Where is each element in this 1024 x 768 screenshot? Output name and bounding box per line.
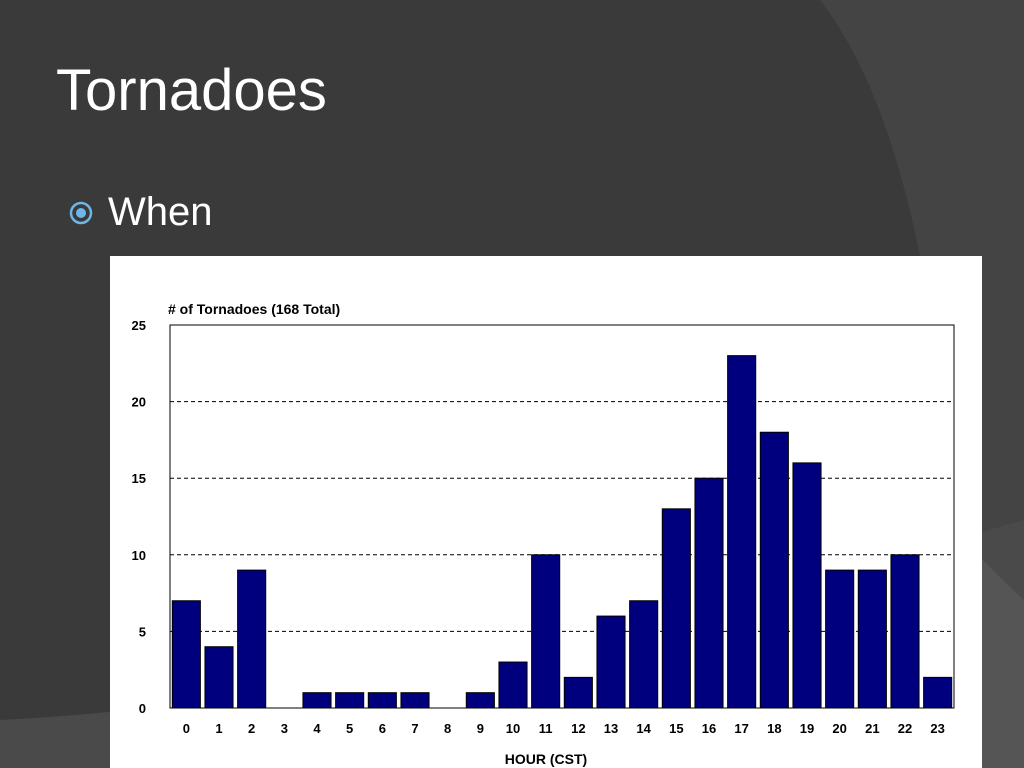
bar [596,615,626,709]
x-tick-label: 18 [767,721,781,736]
x-tick-label: 12 [571,721,585,736]
bar [335,692,365,709]
y-tick-label: 5 [139,624,146,639]
x-tick-label: 19 [800,721,814,736]
x-tick-label: 0 [183,721,190,736]
chart-panel: # of Tornadoes (168 Total) HOUR (CST) 0 5… [110,256,982,768]
bar [563,676,593,709]
bar [727,355,757,709]
x-tick-label: 10 [506,721,520,736]
bar [629,600,659,709]
plot-frame [169,324,955,709]
x-tick-label: 2 [248,721,255,736]
y-axis-label: # of Tornadoes (168 Total) [168,301,340,317]
bar [237,569,267,709]
x-tick-label: 6 [379,721,386,736]
x-tick-label: 14 [636,721,651,736]
bar [531,554,561,709]
x-tick-label: 23 [930,721,944,736]
y-tick-label: 25 [132,318,146,333]
y-tick-label: 20 [132,395,146,410]
slide-title: Tornadoes [56,58,327,123]
bar [759,431,789,709]
bar [825,569,855,709]
bar [204,646,234,709]
bar [923,676,953,709]
bar [890,554,920,709]
bar [171,600,201,709]
bullet-item: When [68,190,213,235]
x-tick-label: 22 [898,721,912,736]
x-tick-label: 11 [539,721,553,736]
bar [367,692,397,709]
y-tick-label: 0 [139,701,146,716]
bar-chart: # of Tornadoes (168 Total) HOUR (CST) 0 5… [132,301,955,767]
bar [302,692,332,709]
bar [857,569,887,709]
x-tick-label: 17 [734,721,748,736]
bar [400,692,430,709]
x-tick-label: 7 [411,721,418,736]
y-tick-label: 10 [132,548,146,563]
bullet-text: When [108,190,213,234]
x-tick-label: 15 [669,721,683,736]
x-tick-label: 20 [832,721,846,736]
x-axis-label: HOUR (CST) [505,751,587,767]
x-tick-label: 16 [702,721,716,736]
circle-bullet-icon [69,201,93,224]
x-tick-label: 9 [477,721,484,736]
bar [694,477,724,709]
bar [661,508,691,709]
x-tick-label: 8 [444,721,451,736]
y-tick-label: 15 [132,471,146,486]
bar [498,661,528,709]
x-tick-label: 1 [215,721,222,736]
x-tick-label: 13 [604,721,618,736]
x-tick-label: 4 [313,721,321,736]
x-tick-label: 3 [281,721,288,736]
x-tick-label: 5 [346,721,353,736]
x-tick-label: 21 [865,721,879,736]
bar [465,692,495,709]
bar [792,462,822,709]
